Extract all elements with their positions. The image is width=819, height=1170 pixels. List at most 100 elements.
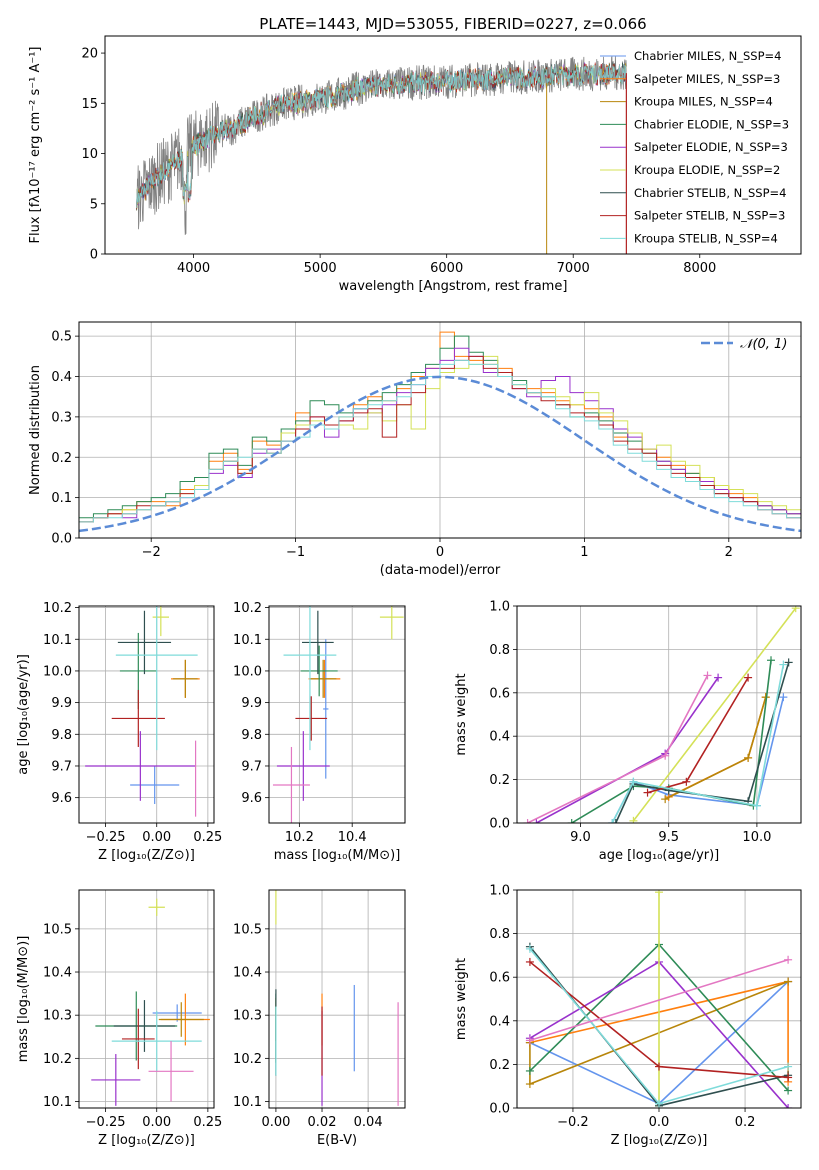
y-axis-label: mass weight <box>454 673 469 755</box>
y-axis-label: Normed distribution <box>28 365 43 495</box>
x-tick-label: −0.2 <box>557 1115 589 1130</box>
x-tick-label: 0.02 <box>308 1115 337 1130</box>
legend-label: Chabrier MILES, N_SSP=4 <box>634 49 781 63</box>
x-tick-label: −0.25 <box>86 1115 126 1130</box>
y-tick-label: 9.6 <box>51 791 72 806</box>
x-axis-label: age [log₁₀(age/yr)] <box>599 848 720 863</box>
y-tick-label: 0.3 <box>51 410 72 425</box>
y-tick-label: 0.0 <box>489 1102 510 1117</box>
y-tick-label: 9.6 <box>241 791 262 806</box>
y-tick-label: 10.4 <box>233 966 262 981</box>
x-tick-label: 0.0 <box>649 1115 670 1130</box>
y-tick-label: 10.1 <box>233 633 262 648</box>
weight-line <box>527 675 709 823</box>
legend-label: Chabrier STELIB, N_SSP=4 <box>634 186 786 200</box>
x-tick-label: −2 <box>142 545 161 560</box>
y-tick-label: 0.0 <box>489 817 510 832</box>
x-tick-label: 4000 <box>177 261 210 276</box>
axes-frame <box>78 889 215 1109</box>
plot-area <box>272 606 404 823</box>
weight-line <box>529 958 789 1042</box>
x-tick-label: 0.25 <box>193 830 222 845</box>
axes-frame <box>268 889 406 1109</box>
axes-age-vs-mass: 10.2 10.4 9.6 9.7 9.8 9.9 10.0 10.1 10.2 mass [lo… <box>233 601 406 863</box>
y-tick-label: 10.1 <box>43 633 72 648</box>
x-axis-label: Z [log₁₀(Z/Z⊙)] <box>98 1133 195 1148</box>
y-tick-label: 1.0 <box>489 884 510 899</box>
legend-label: Salpeter STELIB, N_SSP=3 <box>634 209 785 223</box>
weight-line <box>571 660 772 823</box>
x-tick-label: 0.00 <box>142 830 171 845</box>
x-tick-label: 5000 <box>304 261 337 276</box>
plot-area <box>136 55 627 254</box>
histogram-step <box>79 347 801 527</box>
y-tick-label: 10.5 <box>43 922 72 937</box>
x-tick-label: 8000 <box>683 261 716 276</box>
y-tick-label: 9.9 <box>241 696 262 711</box>
y-tick-label: 0.4 <box>51 370 72 385</box>
x-tick-label: 0.00 <box>142 1115 171 1130</box>
y-axis-label: Flux [fλ10⁻¹⁷ erg cm⁻² s⁻¹ A⁻¹] <box>28 47 43 244</box>
x-tick-label: 0.25 <box>193 1115 222 1130</box>
histogram-step <box>79 359 801 527</box>
axes-frame <box>78 605 215 824</box>
y-tick-label: 0 <box>90 248 98 263</box>
y-axis-label: mass [log₁₀(M/M⊙)] <box>16 936 31 1063</box>
x-tick-label: −1 <box>286 545 305 560</box>
axes-age-vs-z: −0.25 0.00 0.25 9.6 9.7 9.8 9.9 10.0 10.1 10.2 Z [… <box>16 601 222 863</box>
y-tick-label: 0.4 <box>489 730 510 745</box>
weight-line <box>632 607 797 822</box>
y-tick-label: 0.2 <box>51 451 72 466</box>
x-tick-label: 10.2 <box>285 830 314 845</box>
y-tick-label: 10.2 <box>233 1052 262 1067</box>
y-tick-label: 10.1 <box>233 1095 262 1110</box>
legend-label: Salpeter MILES, N_SSP=3 <box>634 72 780 86</box>
axes-weight-vs-z: −0.2 0.0 0.2 0.0 0.2 0.4 0.6 0.8 1.0 Z [log₁₀(Z/Z… <box>454 884 802 1148</box>
plot-area <box>91 898 210 1106</box>
y-tick-label: 0.8 <box>489 643 510 658</box>
y-tick-label: 0.4 <box>489 1014 510 1029</box>
y-tick-label: 0.0 <box>51 532 72 547</box>
y-tick-label: 9.8 <box>51 728 72 743</box>
y-tick-label: 10.0 <box>43 664 72 679</box>
y-tick-label: 10.2 <box>233 601 262 616</box>
histogram-step <box>79 355 801 523</box>
y-tick-label: 9.7 <box>51 759 72 774</box>
x-axis-label: E(B-V) <box>317 1133 357 1148</box>
plot-area <box>79 331 801 533</box>
plot-area <box>523 606 800 823</box>
y-tick-label: 10.2 <box>43 1052 72 1067</box>
plot-area <box>525 890 793 1108</box>
y-tick-label: 9.9 <box>51 696 72 711</box>
axes-frame <box>516 605 802 824</box>
x-tick-label: 1 <box>580 545 588 560</box>
y-tick-label: 0.6 <box>489 686 510 701</box>
x-tick-label: 10.0 <box>742 830 771 845</box>
model-spectrum-line <box>136 64 627 209</box>
x-tick-label: 0.00 <box>261 1115 290 1130</box>
axes-weight-vs-age: 9.0 9.5 10.0 0.0 0.2 0.4 0.6 0.8 1.0 age [log₁₀(a… <box>454 600 802 863</box>
y-tick-label: 10.4 <box>43 966 72 981</box>
y-tick-label: 0.8 <box>489 927 510 942</box>
y-tick-label: 1.0 <box>489 600 510 615</box>
y-tick-label: 0.6 <box>489 971 510 986</box>
axes-mass-vs-z: −0.25 0.00 0.25 10.1 10.2 10.3 10.4 10.5 Z [log₁… <box>16 889 222 1148</box>
plot-area <box>85 606 200 817</box>
y-axis-label: mass weight <box>454 958 469 1040</box>
y-tick-label: 0.2 <box>489 773 510 788</box>
x-axis-label: mass [log₁₀(M/M⊙)] <box>274 848 401 863</box>
axes-residuals: −2 −1 0 1 2 0.0 0.1 0.2 0.3 0.4 0.5 (data-model)/er… <box>28 321 802 578</box>
x-axis-label: Z [log₁₀(Z/Z⊙)] <box>611 1133 708 1148</box>
x-axis-label: (data-model)/error <box>380 563 501 578</box>
weight-line <box>611 664 785 823</box>
histogram-step <box>79 331 801 527</box>
legend-label: 𝒩(0, 1) <box>740 337 787 352</box>
legend-label: Kroupa STELIB, N_SSP=4 <box>634 231 778 245</box>
x-tick-label: 0 <box>436 545 444 560</box>
y-axis-label: age [log₁₀(age/yr)] <box>16 654 31 775</box>
x-tick-label: 9.5 <box>658 830 679 845</box>
y-tick-label: 0.5 <box>51 330 72 345</box>
y-tick-label: 5 <box>90 197 98 212</box>
y-tick-label: 10.2 <box>43 601 72 616</box>
